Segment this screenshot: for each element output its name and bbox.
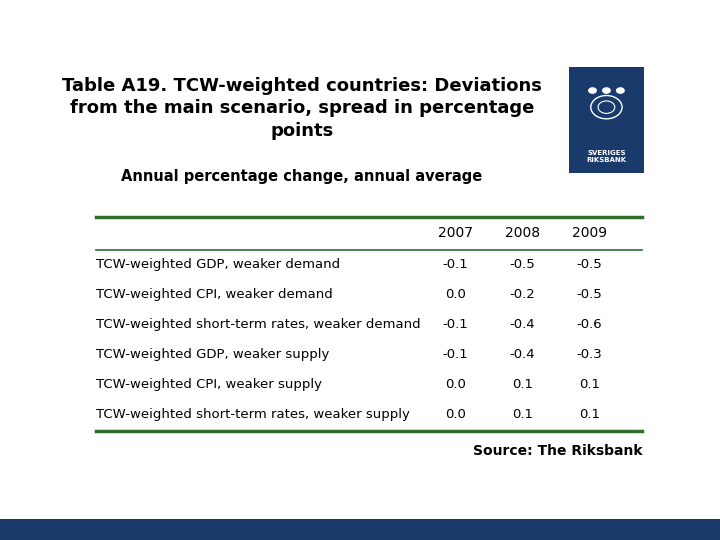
- Bar: [569, 67, 644, 173]
- Text: 0.0: 0.0: [445, 408, 466, 421]
- Text: TCW-weighted CPI, weaker supply: TCW-weighted CPI, weaker supply: [96, 378, 322, 391]
- Circle shape: [588, 87, 597, 94]
- Text: -0.5: -0.5: [577, 288, 603, 301]
- Text: -0.3: -0.3: [577, 348, 603, 361]
- Text: TCW-weighted GDP, weaker supply: TCW-weighted GDP, weaker supply: [96, 348, 329, 361]
- Circle shape: [602, 87, 611, 94]
- Text: -0.5: -0.5: [577, 258, 603, 271]
- Text: 0.1: 0.1: [579, 378, 600, 391]
- Text: TCW-weighted CPI, weaker demand: TCW-weighted CPI, weaker demand: [96, 288, 333, 301]
- Text: 0.0: 0.0: [445, 288, 466, 301]
- Text: TCW-weighted GDP, weaker demand: TCW-weighted GDP, weaker demand: [96, 258, 340, 271]
- Circle shape: [616, 87, 625, 94]
- Text: Table A19. TCW-weighted countries: Deviations
from the main scenario, spread in : Table A19. TCW-weighted countries: Devia…: [62, 77, 542, 140]
- Text: -0.2: -0.2: [510, 288, 536, 301]
- Text: 2009: 2009: [572, 226, 607, 240]
- Text: -0.6: -0.6: [577, 318, 602, 331]
- Text: TCW-weighted short-term rates, weaker supply: TCW-weighted short-term rates, weaker su…: [96, 408, 410, 421]
- Text: Annual percentage change, annual average: Annual percentage change, annual average: [122, 168, 482, 184]
- Text: 0.1: 0.1: [512, 378, 533, 391]
- Text: 2007: 2007: [438, 226, 473, 240]
- Text: 0.1: 0.1: [579, 408, 600, 421]
- Text: -0.1: -0.1: [443, 318, 469, 331]
- Text: -0.4: -0.4: [510, 348, 535, 361]
- Text: -0.1: -0.1: [443, 258, 469, 271]
- Text: TCW-weighted short-term rates, weaker demand: TCW-weighted short-term rates, weaker de…: [96, 318, 420, 331]
- Text: 0.0: 0.0: [445, 378, 466, 391]
- Text: -0.5: -0.5: [510, 258, 536, 271]
- Text: 2008: 2008: [505, 226, 540, 240]
- Text: SVERIGES
RIKSBANK: SVERIGES RIKSBANK: [586, 150, 626, 163]
- Text: -0.4: -0.4: [510, 318, 535, 331]
- Text: Source: The Riksbank: Source: The Riksbank: [473, 444, 642, 458]
- Text: -0.1: -0.1: [443, 348, 469, 361]
- Text: 0.1: 0.1: [512, 408, 533, 421]
